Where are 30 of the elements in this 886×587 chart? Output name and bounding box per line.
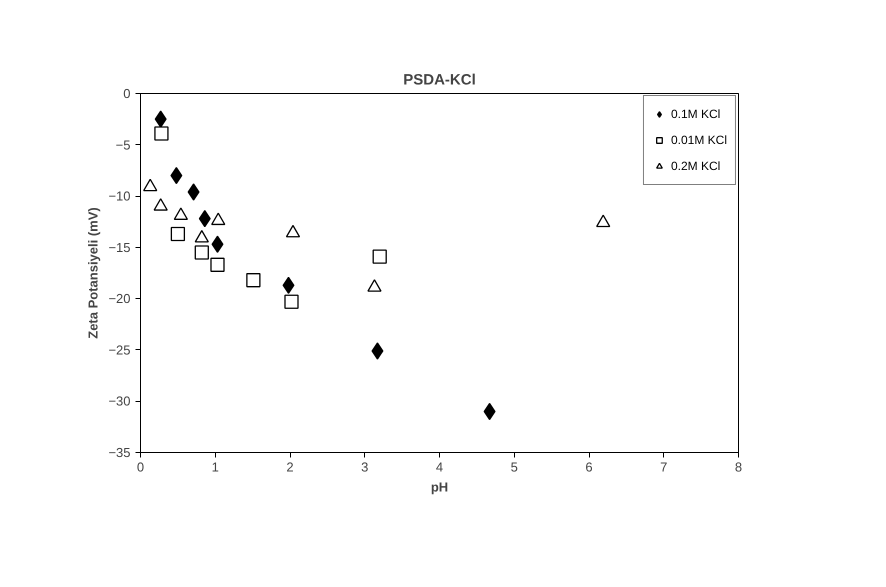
y-tick-label: −25 <box>108 342 131 358</box>
legend-label: 0.1M KCl <box>670 107 720 121</box>
y-tick-label: −20 <box>108 291 131 306</box>
y-tick-label: 0 <box>123 86 131 101</box>
y-tick-label: −10 <box>108 188 131 204</box>
chart-title: PSDA-KCl <box>403 72 476 88</box>
x-tick-label: 7 <box>660 460 668 474</box>
point <box>372 249 387 264</box>
x-tick-label: 8 <box>734 460 742 474</box>
y-axis-title: Zeta Potansiyeli (mV) <box>85 207 100 339</box>
legend-label: 0.01M KCl <box>670 133 727 147</box>
y-tick-label: −35 <box>108 445 131 460</box>
point <box>194 245 209 260</box>
point <box>284 294 299 309</box>
point <box>210 258 225 272</box>
x-tick-label: 2 <box>286 460 294 474</box>
x-axis-title: pH <box>430 480 448 494</box>
y-tick-label: −30 <box>108 394 131 409</box>
point <box>246 273 261 288</box>
x-tick-label: 0 <box>136 460 144 474</box>
y-tick-label: −5 <box>116 137 131 152</box>
x-tick-label: 6 <box>585 460 593 474</box>
point <box>170 226 186 242</box>
x-tick-label: 4 <box>436 460 444 474</box>
x-tick-label: 1 <box>212 460 219 474</box>
x-tick-label: 5 <box>510 460 518 474</box>
legend-label: 0.2M KCl <box>670 159 720 173</box>
point <box>154 126 169 141</box>
y-tick-label: −15 <box>108 240 131 255</box>
x-tick-label: 3 <box>361 460 368 474</box>
